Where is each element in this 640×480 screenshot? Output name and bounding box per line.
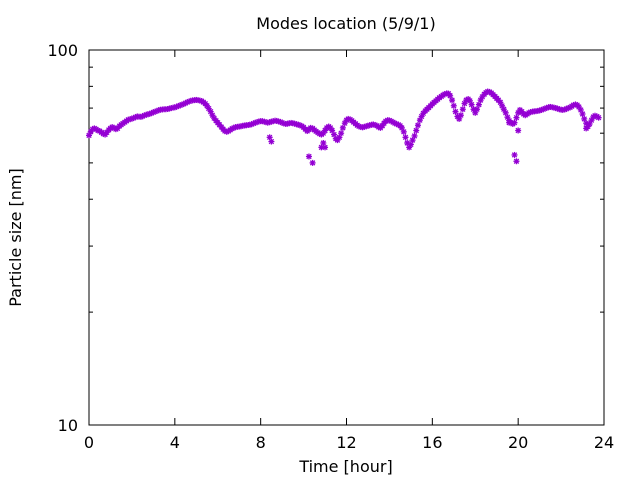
data-point	[457, 112, 464, 119]
data-point	[268, 138, 275, 145]
data-point	[452, 108, 459, 115]
data-point	[583, 125, 590, 132]
x-tick-label: 24	[594, 433, 614, 452]
data-point	[513, 114, 520, 121]
data-point	[338, 130, 345, 137]
data-point	[459, 106, 466, 113]
x-tick-label: 16	[422, 433, 442, 452]
data-point	[305, 153, 312, 160]
data-point	[449, 97, 456, 104]
plot-frame	[88, 49, 605, 426]
data-point	[513, 158, 520, 165]
data-point	[339, 124, 346, 131]
y-tick-label: 10	[58, 416, 78, 435]
x-tick-label: 20	[508, 433, 528, 452]
data-point	[414, 122, 421, 129]
data-point	[309, 159, 316, 166]
x-tick-label: 4	[170, 433, 180, 452]
data-point	[400, 128, 407, 135]
data-point	[515, 127, 522, 134]
y-axis-label: Particle size [nm]	[6, 168, 25, 307]
data-point	[402, 134, 409, 141]
x-axis: 0 4 8 12 16 20 24	[84, 50, 614, 452]
data-point	[473, 106, 480, 113]
data-point	[468, 101, 475, 108]
data-point	[411, 132, 418, 139]
chart-title: Modes location (5/9/1)	[256, 14, 435, 33]
data-point	[450, 102, 457, 109]
y-axis: 10 100	[47, 41, 604, 435]
data-point	[579, 111, 586, 118]
data-point	[506, 119, 513, 126]
x-tick-label: 0	[84, 433, 94, 452]
x-axis-label: Time [hour]	[298, 457, 392, 476]
data-point	[511, 119, 518, 126]
x-tick-label: 12	[336, 433, 356, 452]
data-series	[86, 88, 602, 166]
x-tick-label: 8	[256, 433, 266, 452]
data-point	[595, 114, 602, 121]
data-point	[511, 151, 518, 158]
data-point	[413, 127, 420, 134]
data-point	[322, 144, 329, 151]
y-tick-label: 100	[47, 41, 78, 60]
